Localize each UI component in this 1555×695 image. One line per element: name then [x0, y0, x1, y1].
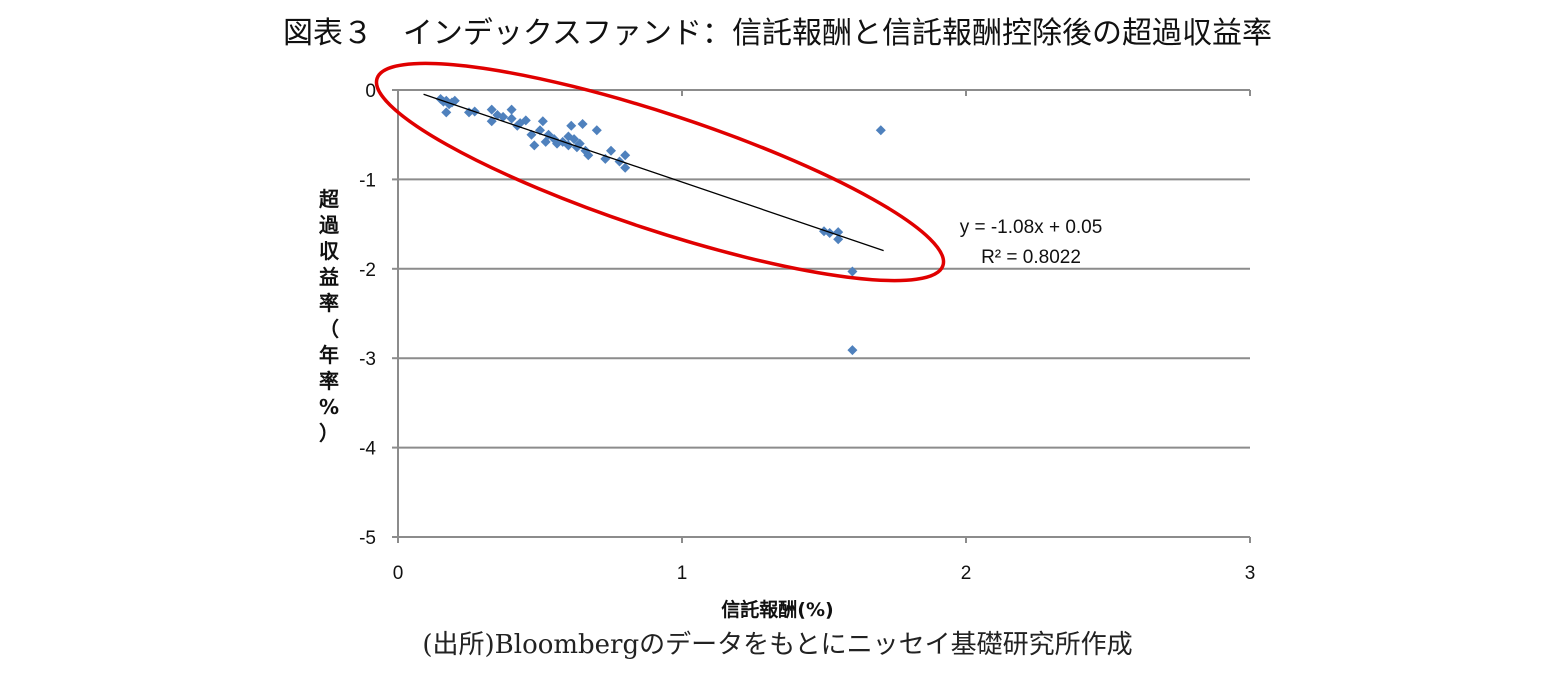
y-tick-label: -2: [359, 260, 376, 281]
data-point: [506, 104, 517, 115]
trendline: [423, 93, 884, 252]
data-point: [620, 162, 631, 173]
chart-title: 図表３ インデックスファンド：信託報酬と信託報酬控除後の超過収益率: [282, 16, 1273, 51]
x-tick-label: 3: [1245, 563, 1256, 584]
data-point: [486, 104, 497, 115]
y-tick-label: 0: [365, 81, 376, 102]
data-point: [583, 150, 594, 161]
y-tick-label: -1: [359, 170, 376, 191]
source-note: (出所)Bloombergのデータをもとにニッセイ基礎研究所作成: [422, 630, 1133, 660]
data-point: [506, 113, 517, 124]
trendline-equation: y = -1.08x + 0.05: [960, 217, 1103, 238]
data-point: [824, 228, 835, 239]
data-point: [847, 266, 858, 277]
data-point: [520, 115, 531, 126]
y-axis-label: 超過収益率（年率%）: [318, 187, 340, 445]
x-tick-label: 1: [677, 563, 688, 584]
x-axis-label: 信託報酬(%): [721, 599, 834, 621]
data-point: [569, 134, 580, 145]
data-point: [577, 118, 588, 129]
data-point: [847, 345, 858, 356]
data-point: [833, 234, 844, 245]
data-point: [875, 125, 886, 136]
y-tick-label: -4: [359, 439, 376, 460]
data-point: [620, 150, 631, 161]
data-point: [441, 107, 452, 118]
x-tick-label: 2: [961, 563, 972, 584]
data-point: [566, 120, 577, 131]
data-point: [591, 125, 602, 136]
data-point: [529, 140, 540, 151]
y-tick-label: -5: [359, 528, 376, 549]
highlight-ellipse: [374, 61, 946, 283]
trendline-r-squared: R² = 0.8022: [981, 247, 1081, 268]
data-point: [498, 111, 509, 122]
y-tick-label: -3: [359, 349, 376, 370]
data-point: [606, 145, 616, 156]
x-tick-label: 0: [393, 563, 404, 584]
data-point: [537, 116, 548, 127]
